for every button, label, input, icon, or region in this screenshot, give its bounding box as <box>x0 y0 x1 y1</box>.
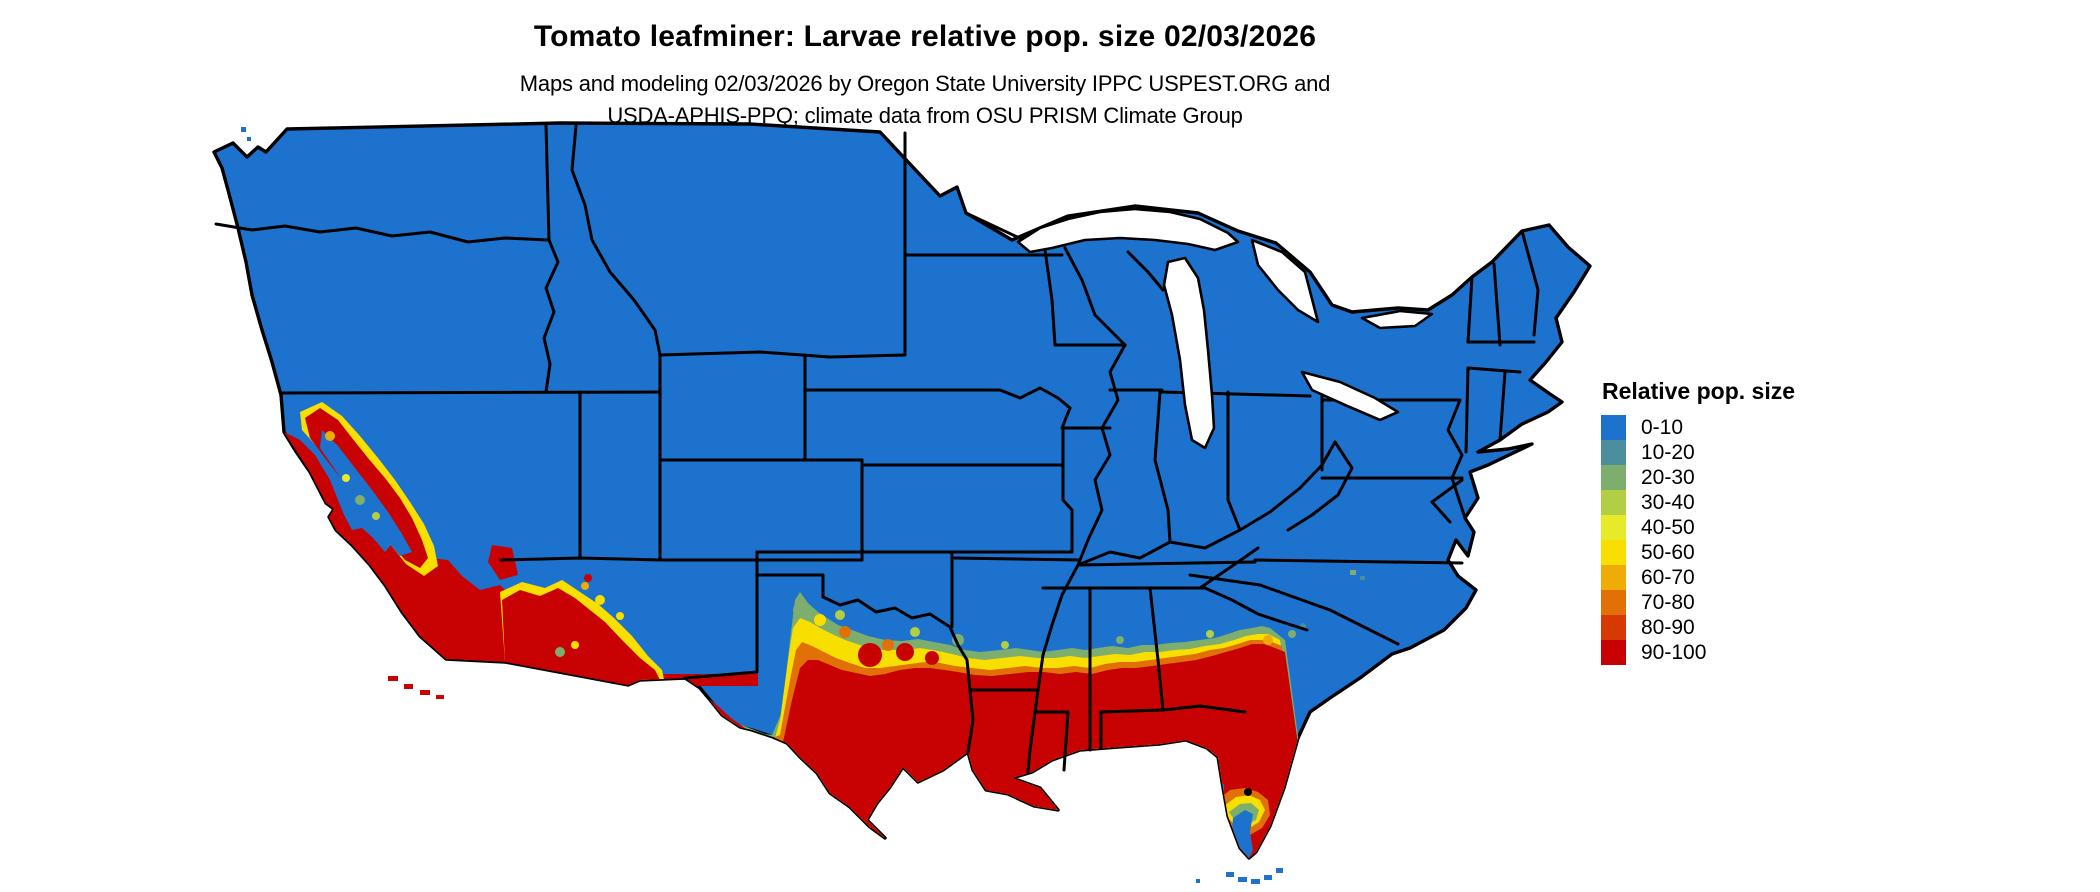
legend-row: 20-30 <box>1601 465 1795 490</box>
legend-swatch <box>1601 415 1626 440</box>
island-specks <box>241 127 1283 884</box>
legend-swatch <box>1601 615 1626 640</box>
legend-row: 0-10 <box>1601 415 1795 440</box>
legend-row: 50-60 <box>1601 540 1795 565</box>
legend-swatch <box>1601 565 1626 590</box>
legend-label: 90-100 <box>1641 640 1707 664</box>
legend-label: 60-70 <box>1641 565 1695 589</box>
lake-michigan <box>1162 256 1216 450</box>
legend-swatch <box>1601 590 1626 615</box>
legend-row: 10-20 <box>1601 440 1795 465</box>
legend-rows: 0-10 10-20 20-30 30-40 40-50 50-60 60-70 70-80 8… <box>1601 415 1795 665</box>
legend-label: 70-80 <box>1641 590 1695 614</box>
legend-swatch <box>1601 540 1626 565</box>
legend-row: 60-70 <box>1601 565 1795 590</box>
lake-erie <box>1300 370 1400 422</box>
lake-huron <box>1250 238 1320 324</box>
map-title: Tomato leafminer: Larvae relative pop. s… <box>533 20 1317 53</box>
legend-label: 80-90 <box>1641 615 1695 639</box>
legend-row: 40-50 <box>1601 515 1795 540</box>
legend-swatch <box>1601 490 1626 515</box>
lake-superior <box>1016 207 1240 254</box>
great-lakes <box>1016 207 1434 450</box>
legend-label: 40-50 <box>1641 515 1695 539</box>
legend-label: 50-60 <box>1641 540 1695 564</box>
map-subtitle: Maps and modeling 02/03/2026 by Oregon S… <box>0 68 1850 132</box>
state-borders <box>214 124 1540 774</box>
legend-label: 10-20 <box>1641 440 1695 464</box>
legend-title: Relative pop. size <box>1602 378 1796 404</box>
legend-label: 30-40 <box>1641 490 1695 514</box>
legend-swatch <box>1601 640 1626 665</box>
legend-swatch <box>1601 465 1626 490</box>
us-map <box>212 121 1592 884</box>
legend-row: 80-90 <box>1601 615 1795 640</box>
legend-label: 20-30 <box>1641 465 1695 489</box>
legend-row: 30-40 <box>1601 490 1795 515</box>
subtitle-line-1: Maps and modeling 02/03/2026 by Oregon S… <box>519 71 1331 96</box>
legend-swatch <box>1601 440 1626 465</box>
title-block: Tomato leafminer: Larvae relative pop. s… <box>0 0 1850 132</box>
legend-swatch <box>1601 515 1626 540</box>
legend-row: 70-80 <box>1601 590 1795 615</box>
legend-row: 90-100 <box>1601 640 1795 665</box>
legend-label: 0-10 <box>1641 415 1684 439</box>
legend: Relative pop. size 0-10 10-20 20-30 30-40 40… <box>1601 378 1795 665</box>
lake-ontario <box>1360 309 1434 330</box>
